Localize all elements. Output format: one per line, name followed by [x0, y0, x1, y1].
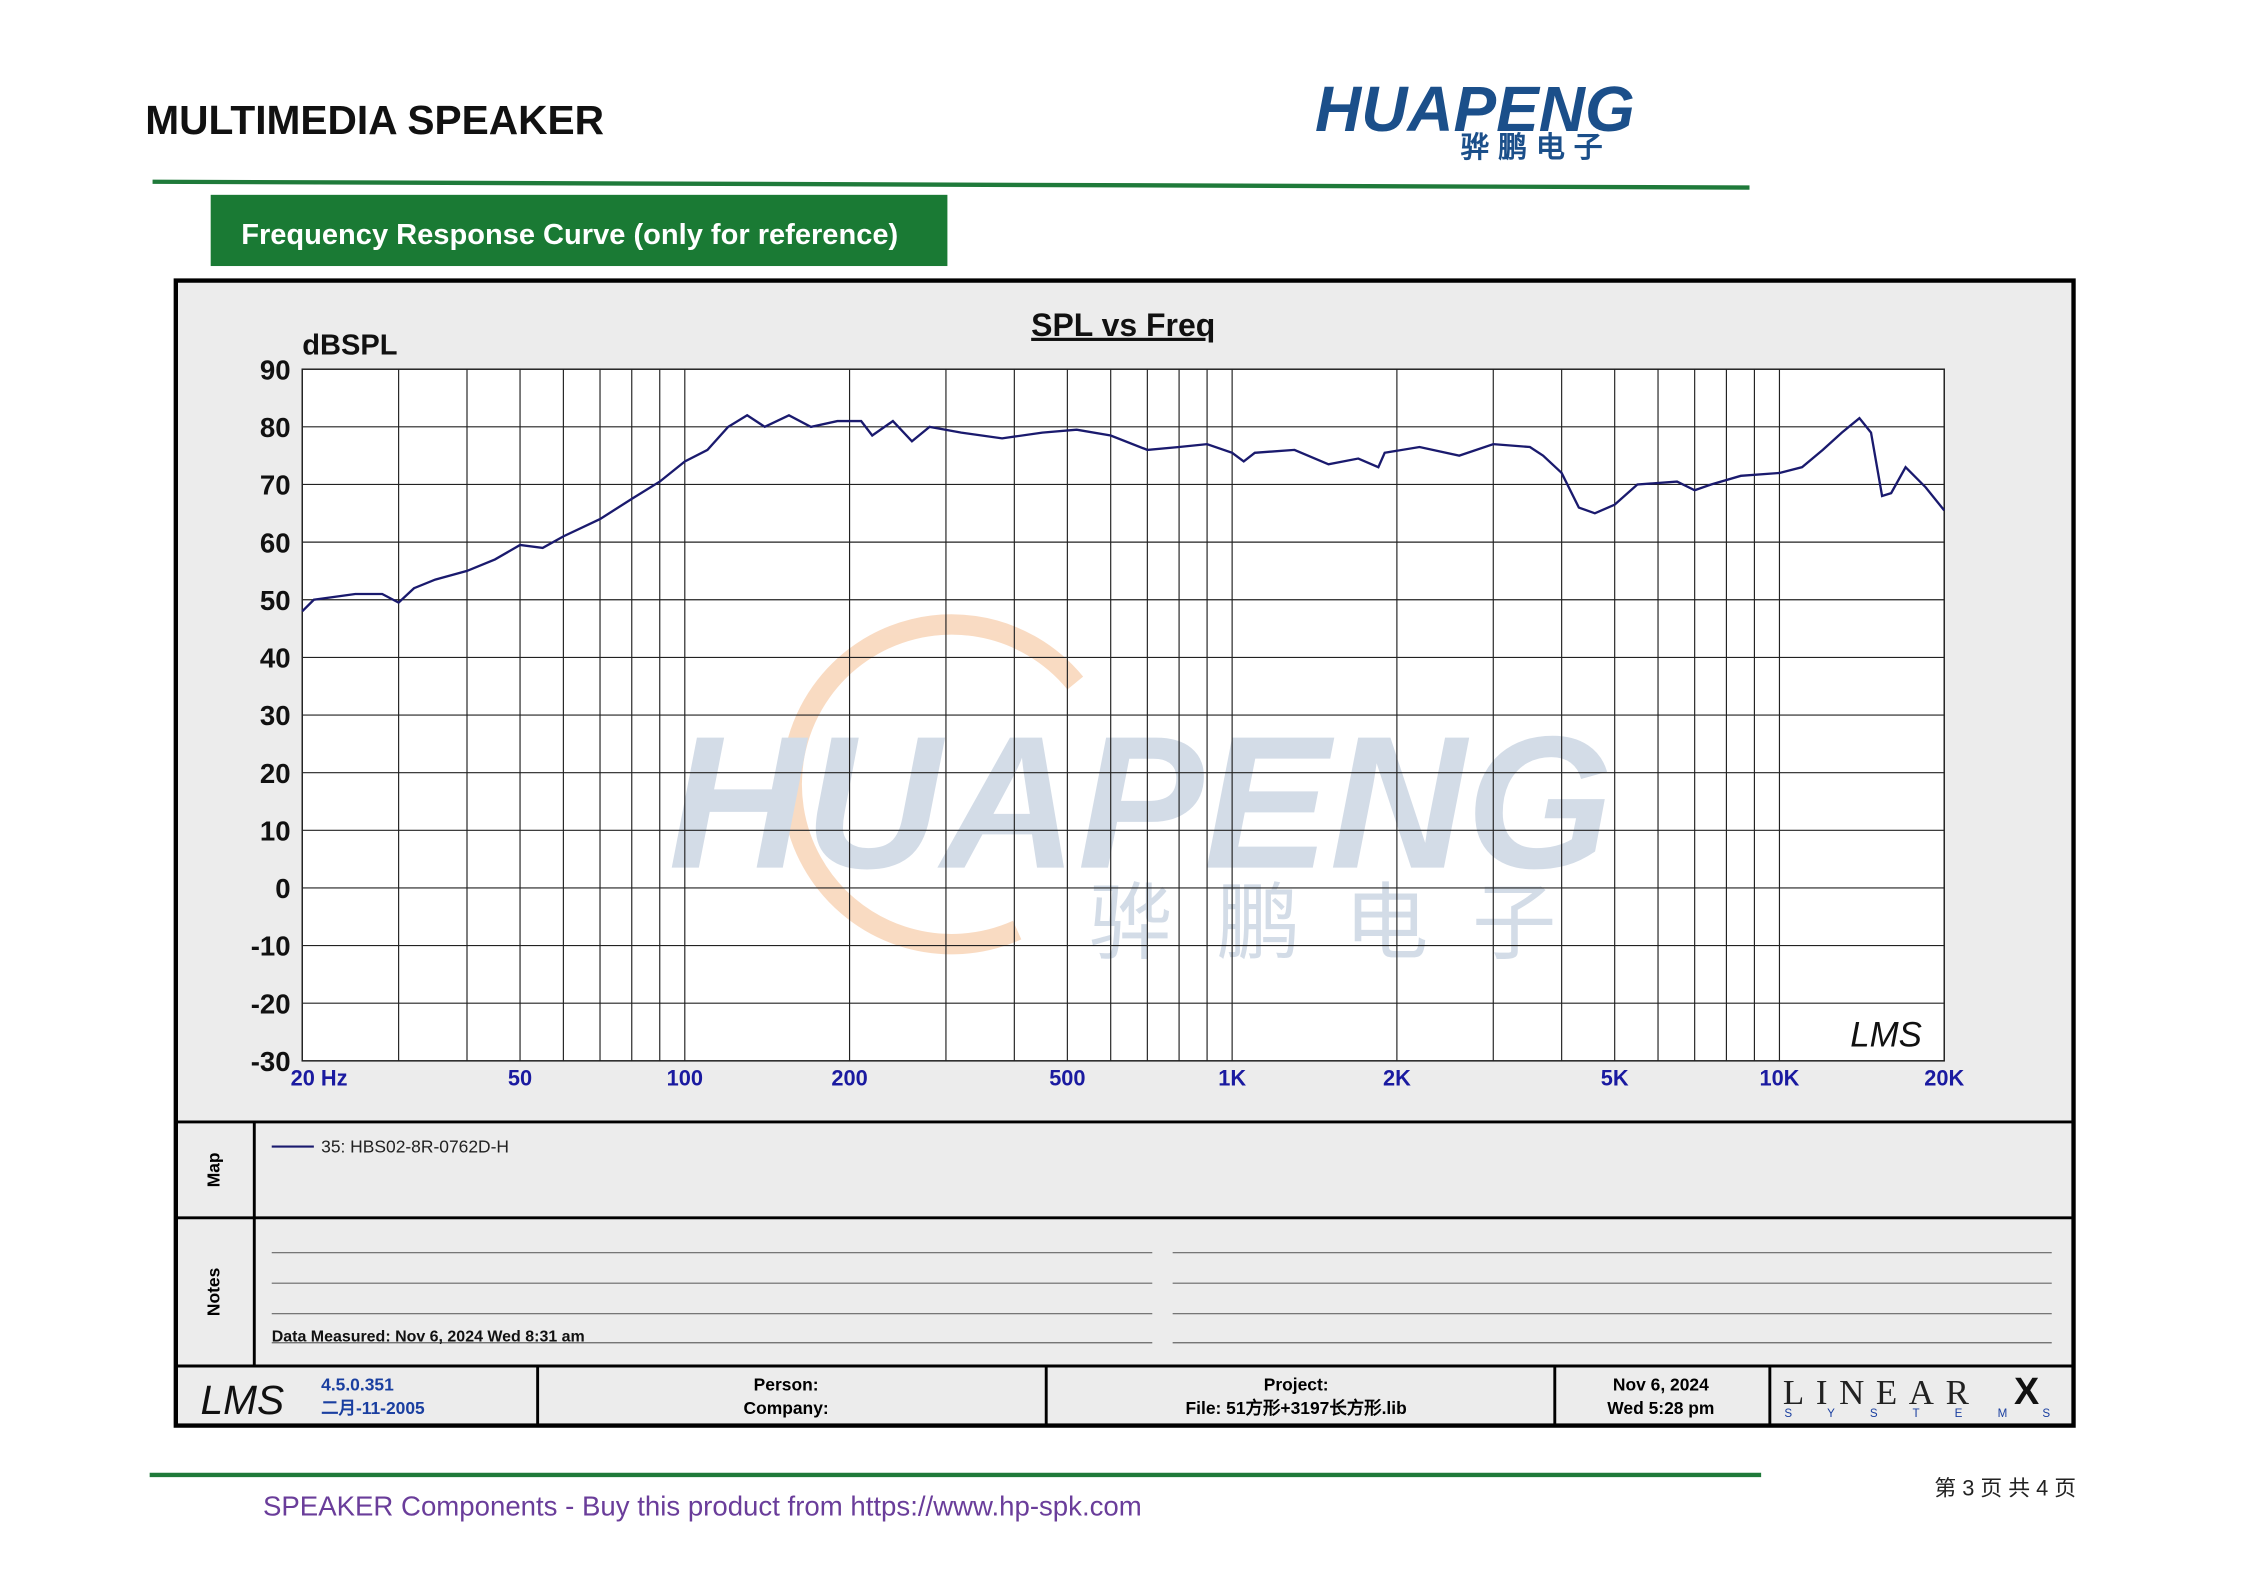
map-label: Map — [203, 1152, 223, 1187]
y-tick-label: 60 — [260, 527, 291, 558]
lms-logo: LMS — [201, 1377, 285, 1423]
watermark-text: HUAPENG — [668, 698, 1612, 909]
header-rule — [152, 179, 1750, 190]
chart-title: SPL vs Freq — [1031, 307, 1215, 343]
x-tick-label: 10K — [1759, 1066, 1799, 1091]
legend-entry: 35: HBS02-8R-0762D-H — [321, 1136, 509, 1156]
x-tick-label: 5K — [1601, 1066, 1629, 1091]
section-label: Frequency Response Curve (only for refer… — [241, 219, 898, 251]
logo-cn: 骅鹏电子 — [1460, 131, 1611, 164]
measured-date: Data Measured: Nov 6, 2024 Wed 8:31 am — [272, 1328, 585, 1345]
x-tick-label: 100 — [667, 1066, 703, 1091]
y-tick-label: 20 — [260, 758, 291, 789]
x-tick-label: 1K — [1218, 1066, 1246, 1091]
person: Person: — [754, 1375, 819, 1395]
note-lines — [271, 1252, 2052, 1344]
build-date: 二月-11-2005 — [321, 1398, 425, 1418]
y-tick-label: 40 — [260, 643, 291, 674]
brand-sub: S Y S T E M S — [1784, 1407, 2066, 1420]
x-tick-label: 500 — [1049, 1066, 1085, 1091]
watermark-cn: 骅鹏电子 — [1088, 876, 1599, 970]
info-dividers — [536, 1366, 1772, 1426]
version: 4.5.0.351 — [321, 1375, 394, 1395]
brand: LINEAR — [1783, 1373, 1981, 1412]
y-tick-label: -20 — [251, 988, 291, 1019]
x-tick-label: 20K — [1924, 1066, 1964, 1091]
page-number: 第 3 页 共 4 页 — [1934, 1475, 2076, 1500]
plot: HUAPENG骅鹏电子9080706050403020100-10-20-302… — [251, 354, 1965, 1090]
logo: HUAPENG — [1315, 73, 1635, 145]
y-tick-label: 10 — [260, 815, 291, 846]
x-tick-label: 200 — [831, 1066, 867, 1091]
file: File: 51方形+3197长方形.lib — [1186, 1398, 1407, 1418]
watermark-arc — [781, 614, 1084, 955]
response-curve — [301, 413, 1946, 613]
y-axis-label: dBSPL — [302, 330, 397, 362]
footer-text: SPEAKER Components - Buy this product fr… — [263, 1491, 1142, 1522]
y-tick-label: -10 — [251, 931, 291, 962]
report-date: Nov 6, 2024 — [1613, 1375, 1709, 1395]
y-tick-label: 50 — [260, 585, 291, 616]
x-tick-label: 50 — [508, 1066, 532, 1091]
x-tick-label: 2K — [1383, 1066, 1411, 1091]
plot-logo: LMS — [1850, 1015, 1922, 1054]
company: Company: — [744, 1398, 829, 1418]
page-title: MULTIMEDIA SPEAKER — [145, 97, 604, 143]
report-time: Wed 5:28 pm — [1607, 1398, 1714, 1418]
y-tick-label: -30 — [251, 1046, 291, 1077]
y-tick-label: 80 — [260, 412, 291, 443]
y-tick-label: 0 — [275, 873, 290, 904]
project: Project: — [1264, 1375, 1329, 1395]
section-box — [210, 194, 948, 267]
plot-border — [301, 368, 1945, 1062]
x-tick-label: 20 Hz — [291, 1066, 348, 1091]
y-tick-label: 30 — [260, 700, 291, 731]
notes-label: Notes — [203, 1268, 223, 1316]
y-tick-label: 70 — [260, 470, 291, 501]
brand-x: X — [2014, 1371, 2039, 1413]
y-tick-label: 90 — [260, 354, 291, 385]
